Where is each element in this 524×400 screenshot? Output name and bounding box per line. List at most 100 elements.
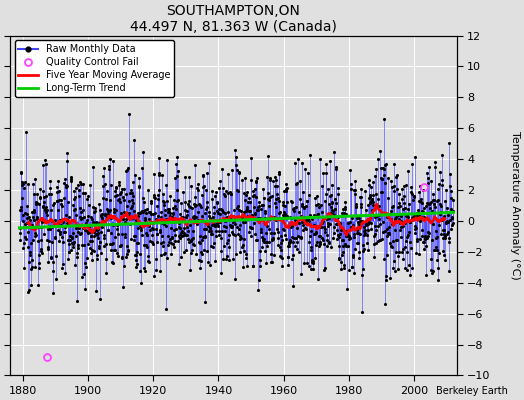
Point [213, 208, 222, 214]
Point [394, 266, 402, 272]
Point [34, 224, 42, 230]
Point [239, 247, 248, 254]
Point [413, 236, 421, 242]
Point [345, 236, 354, 242]
Point [63, 183, 71, 190]
Point [58, 234, 66, 240]
Point [265, 226, 274, 232]
Point [283, 254, 292, 260]
Point [287, 198, 295, 204]
Point [202, 226, 210, 232]
Point [82, 264, 90, 270]
Point [318, 182, 326, 189]
Point [126, 221, 134, 227]
Point [70, 238, 79, 245]
Point [123, 242, 131, 249]
Point [194, 216, 202, 223]
Point [329, 235, 337, 241]
Point [29, 214, 37, 220]
Point [262, 229, 270, 236]
Point [287, 224, 296, 230]
Point [245, 195, 253, 202]
Point [85, 202, 93, 208]
Point [65, 249, 73, 255]
Point [75, 186, 83, 193]
Point [77, 216, 85, 222]
Point [158, 220, 166, 226]
Point [400, 200, 408, 207]
Point [414, 206, 422, 213]
Point [321, 229, 329, 235]
Point [423, 175, 432, 181]
Point [50, 200, 58, 206]
Point [89, 204, 97, 210]
Point [313, 239, 322, 246]
Point [258, 244, 267, 250]
Point [97, 212, 105, 218]
Point [304, 217, 312, 223]
Point [160, 207, 169, 213]
Point [160, 199, 169, 206]
Point [386, 210, 395, 217]
Point [240, 236, 248, 242]
Point [408, 190, 417, 197]
Point [326, 193, 334, 199]
Point [414, 212, 422, 218]
Point [356, 203, 365, 210]
Point [384, 230, 392, 237]
Point [274, 242, 282, 248]
Point [19, 218, 27, 224]
Point [146, 220, 154, 226]
Point [140, 264, 148, 271]
Point [57, 201, 65, 207]
Point [434, 197, 442, 203]
Point [227, 222, 236, 229]
Point [106, 206, 114, 213]
Point [222, 215, 231, 221]
Point [134, 210, 143, 216]
Point [377, 189, 386, 196]
Point [229, 213, 237, 219]
Point [158, 233, 167, 239]
Point [174, 220, 183, 226]
Point [136, 222, 144, 229]
Point [303, 260, 311, 266]
Point [369, 199, 378, 205]
Point [375, 212, 383, 218]
Point [78, 208, 86, 215]
Point [170, 244, 179, 250]
Point [380, 256, 388, 262]
Point [168, 214, 177, 220]
Point [15, 224, 24, 231]
Point [204, 209, 213, 215]
Point [439, 226, 447, 233]
Point [211, 222, 219, 229]
Point [329, 210, 337, 217]
Point [440, 231, 449, 238]
Point [316, 240, 324, 247]
Point [247, 232, 255, 239]
Point [253, 237, 261, 244]
Point [414, 212, 423, 218]
Point [110, 239, 118, 246]
Point [143, 206, 151, 212]
Point [335, 256, 343, 262]
Point [282, 181, 290, 187]
Point [276, 208, 284, 215]
Point [429, 197, 438, 204]
Point [389, 202, 397, 209]
Point [123, 203, 132, 210]
Point [390, 188, 398, 194]
Point [421, 233, 429, 239]
Point [43, 259, 52, 266]
Point [235, 226, 243, 232]
Point [236, 248, 244, 255]
Point [412, 250, 420, 256]
Point [417, 196, 425, 202]
Point [80, 271, 89, 278]
Point [104, 227, 112, 234]
Point [354, 219, 363, 226]
Point [303, 214, 312, 221]
Point [317, 224, 325, 230]
Point [430, 246, 438, 253]
